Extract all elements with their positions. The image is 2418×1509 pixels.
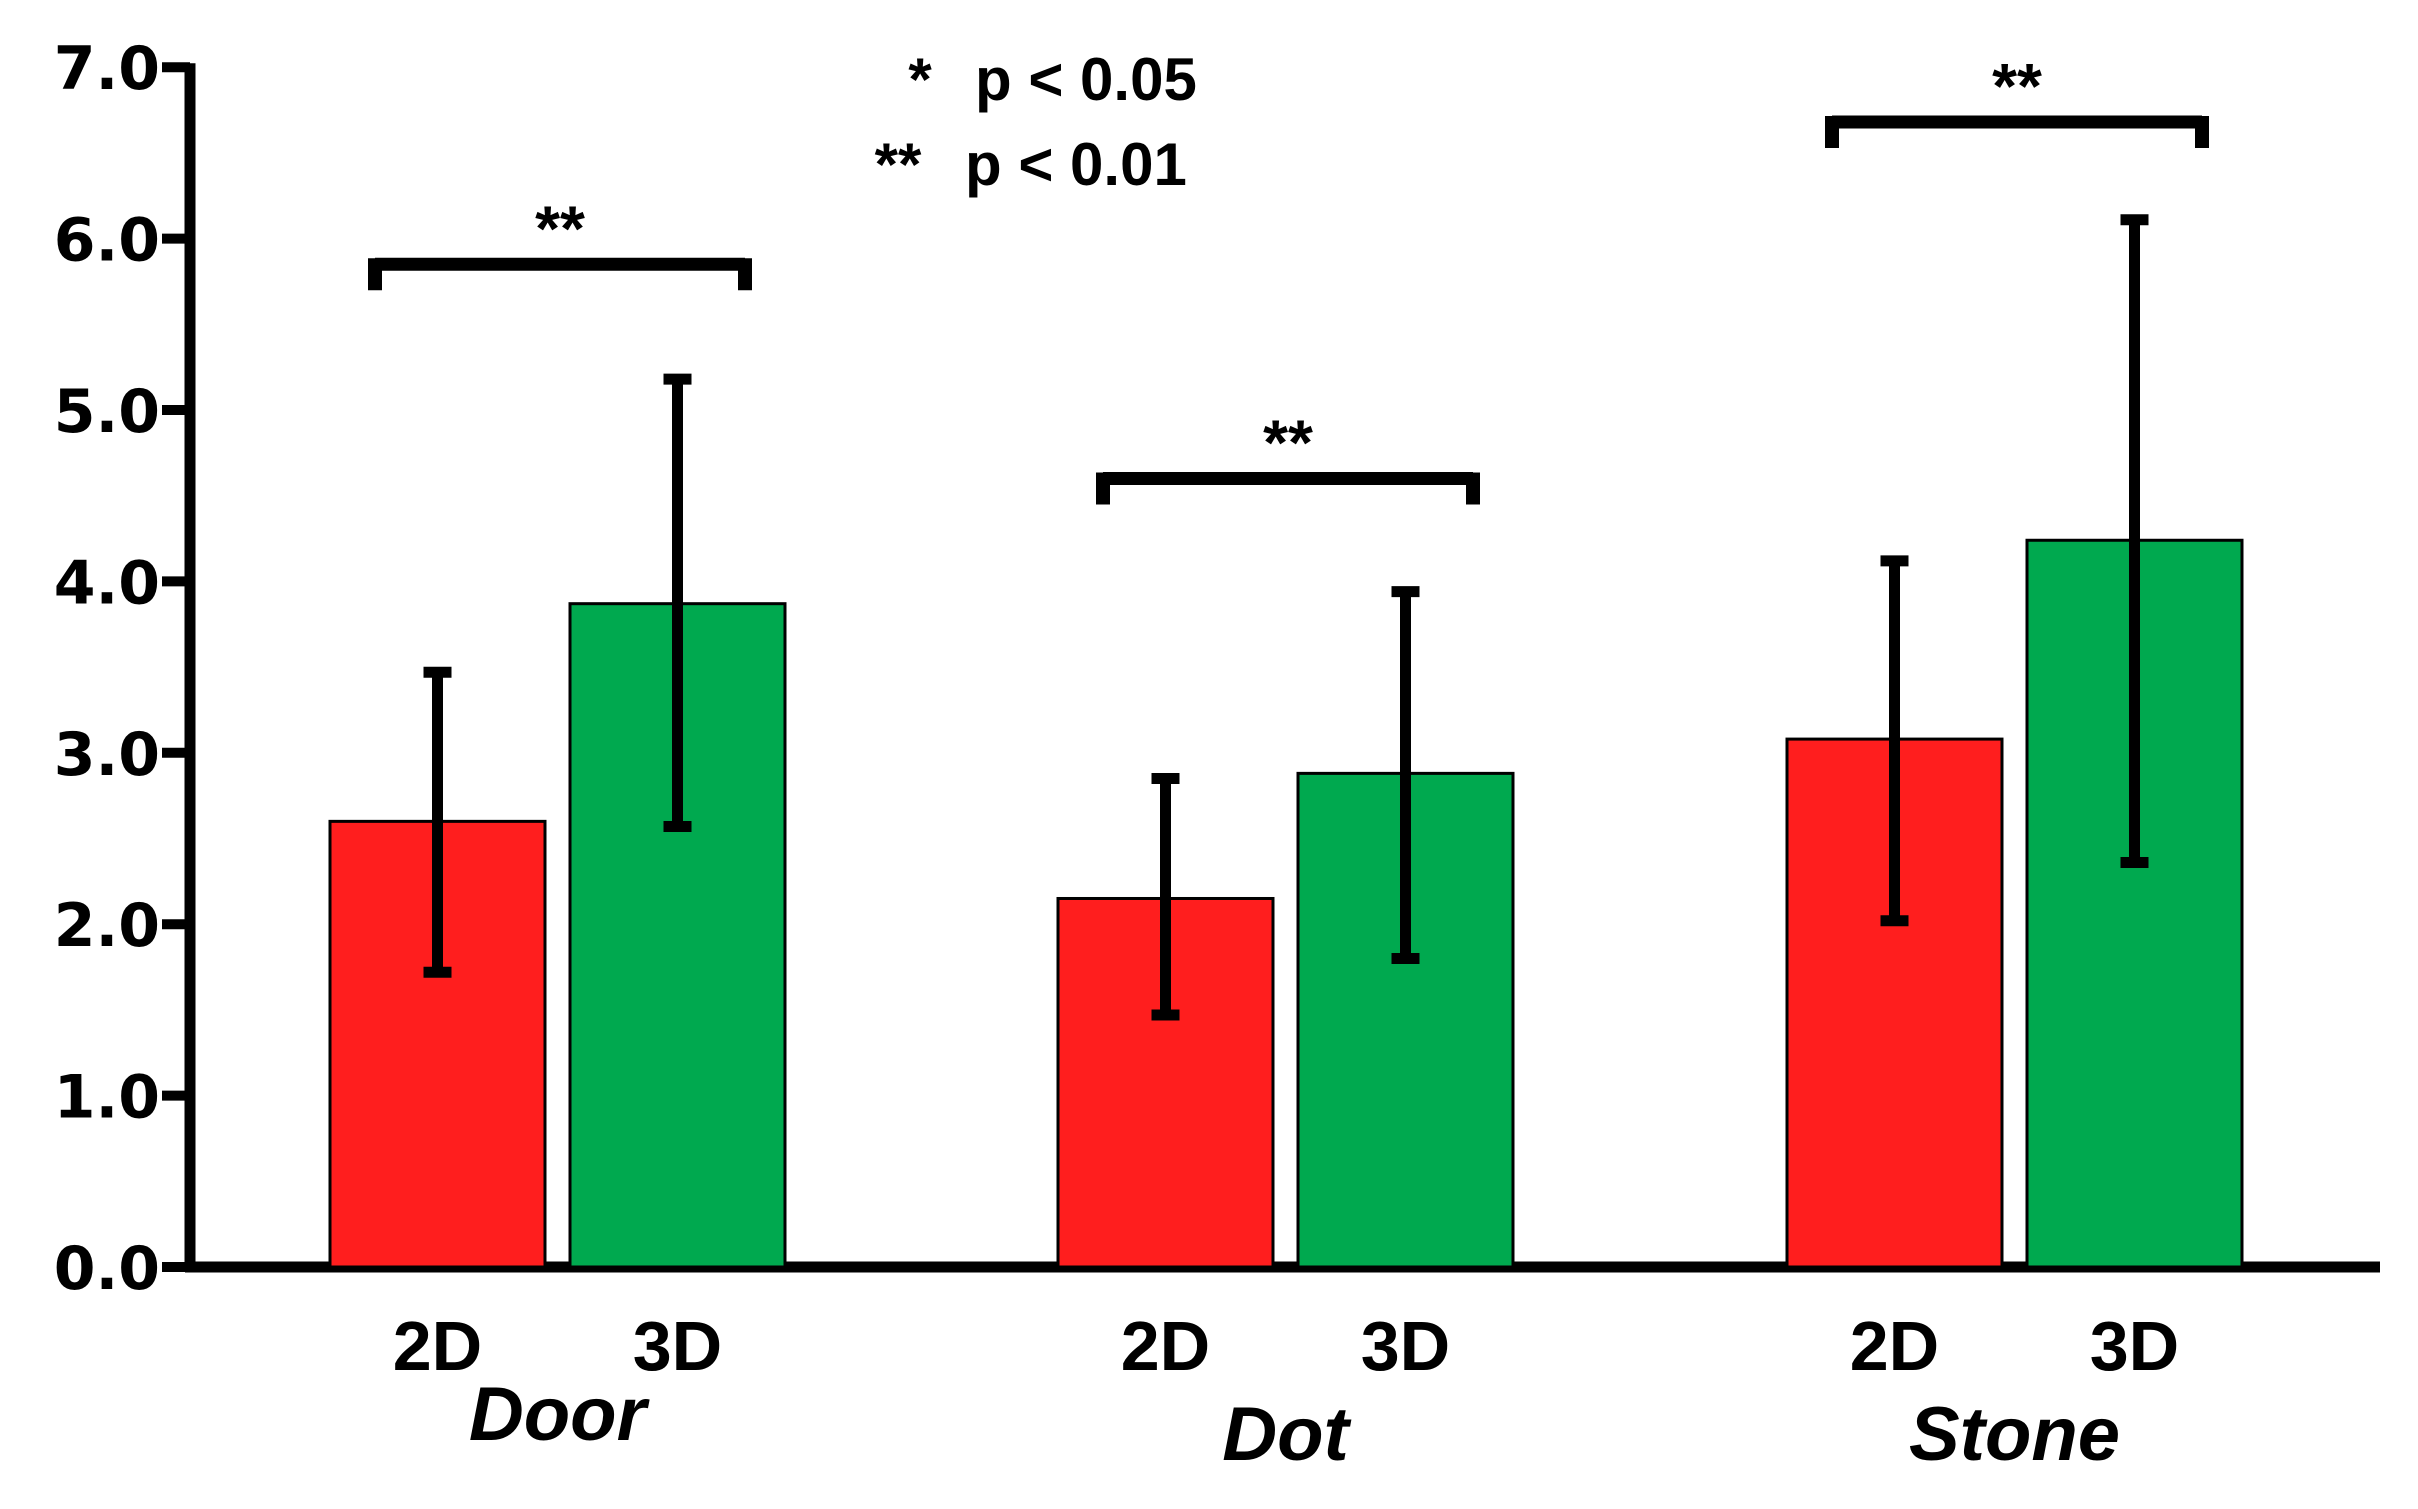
error-bar-3d-door xyxy=(663,373,692,833)
significance-marker: ** xyxy=(1263,407,1313,479)
condition-label: 2D xyxy=(1850,1307,1939,1385)
error-bar-2d-door xyxy=(423,666,452,978)
error-bar-2d-dot xyxy=(1151,773,1180,1021)
error-bar-3d-dot xyxy=(1391,586,1420,964)
error-bar-2d-stone xyxy=(1880,555,1909,927)
axes: 0.0 1.0 2.0 3.0 4.0 5.0 6.0 7.0 xyxy=(54,34,2380,1304)
condition-label: 3D xyxy=(2090,1307,2179,1385)
bars xyxy=(328,538,2244,1269)
y-tick-label: 5.0 xyxy=(54,377,160,447)
significance-bracket-door: ** xyxy=(368,192,752,291)
condition-label: 2D xyxy=(393,1307,482,1385)
y-tick-label: 1.0 xyxy=(54,1063,160,1133)
condition-label: 2D xyxy=(1121,1307,1210,1385)
significance-brackets: ** ** ** xyxy=(368,50,2209,505)
y-tick-label: 4.0 xyxy=(54,548,160,618)
group-label-door: Door xyxy=(469,1372,651,1457)
y-tick-label: 0.0 xyxy=(54,1234,160,1304)
significance-marker: ** xyxy=(535,192,585,264)
condition-label: 3D xyxy=(633,1307,722,1385)
y-tick-label: 7.0 xyxy=(54,34,160,104)
significance-marker: ** xyxy=(1992,50,2042,122)
error-bar-3d-stone xyxy=(2120,214,2149,868)
group-label-stone: Stone xyxy=(1909,1392,2120,1477)
y-tick-label: 2.0 xyxy=(54,891,160,961)
legend-text-1: p < 0.05 xyxy=(975,46,1197,113)
significance-bracket-stone: ** xyxy=(1825,50,2209,149)
condition-label: 3D xyxy=(1361,1307,1450,1385)
legend-marker-1: * xyxy=(908,46,932,113)
y-tick-label: 6.0 xyxy=(54,206,160,276)
significance-bracket-dot: ** xyxy=(1096,407,1480,505)
significance-legend: * p < 0.05 ** p < 0.01 xyxy=(875,46,1197,198)
legend-marker-2: ** xyxy=(875,131,922,198)
group-label-dot: Dot xyxy=(1222,1392,1351,1477)
error-bars xyxy=(423,214,2149,1021)
y-tick-label: 3.0 xyxy=(54,720,160,790)
legend-text-2: p < 0.01 xyxy=(965,131,1187,198)
